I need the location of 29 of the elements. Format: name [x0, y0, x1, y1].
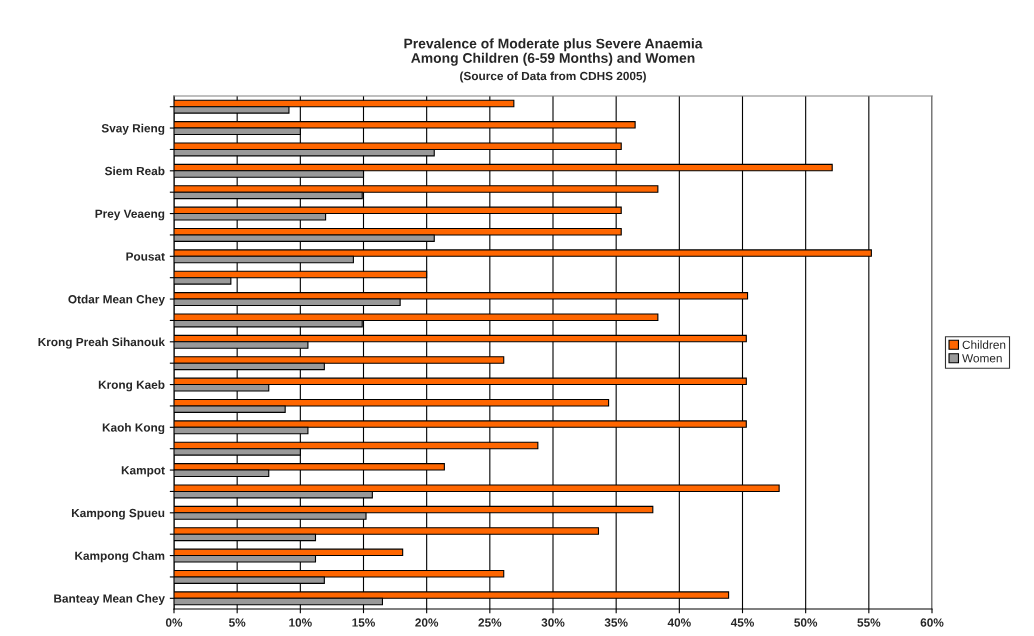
y-tick-label: Siem Reab: [104, 166, 165, 176]
x-tick-label: 35%: [604, 618, 628, 627]
x-tick-label: 20%: [415, 618, 439, 627]
x-tick-label: 10%: [289, 618, 312, 627]
y-tick-label: Otdar Mean Chey: [68, 294, 165, 306]
x-tick-label: 60%: [920, 618, 944, 627]
y-tick-label: Svay Rieng: [101, 123, 165, 135]
y-tick-label: Kampot: [121, 466, 165, 477]
chart-subtitle: (Source of Data from CDHS 2005): [460, 71, 646, 83]
y-tick-label: Prey Veaeng: [95, 209, 165, 221]
y-tick-label: Banteay Mean Chey: [54, 594, 165, 606]
y-tick-label: Pousat: [126, 252, 165, 261]
y-tick-label: Kampong Spueu: [71, 508, 165, 520]
x-tick-label: 15%: [352, 618, 375, 627]
x-tick-label: 45%: [730, 618, 754, 627]
y-tick-label: Krong Preah Sihanouk: [38, 337, 165, 349]
chart-title: Prevalence of Moderate plus Severe Anaemia Among Children (6-59 Months) and Women: [404, 38, 703, 66]
y-tick-label: Kaoh Kong: [102, 423, 165, 435]
x-tick-label: 50%: [794, 618, 818, 627]
x-tick-label: 40%: [667, 618, 691, 627]
y-tick-label: Kampong Cham: [75, 551, 165, 563]
x-tick-label: 5%: [229, 618, 246, 627]
legend-label: Children: [962, 340, 1006, 349]
x-tick-label: 0%: [165, 618, 183, 627]
x-tick-label: 55%: [857, 618, 881, 627]
y-tick-label: Krong Kaeb: [98, 380, 165, 392]
x-tick-label: 25%: [478, 618, 502, 627]
legend-label: Women: [962, 354, 1002, 363]
x-tick-label: 30%: [541, 618, 565, 627]
